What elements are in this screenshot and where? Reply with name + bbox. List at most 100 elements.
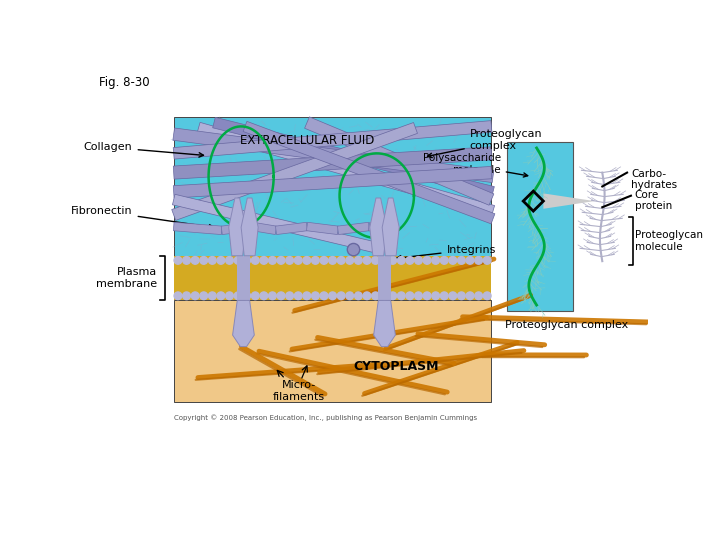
Circle shape (217, 256, 225, 264)
Polygon shape (241, 198, 258, 256)
Circle shape (260, 292, 268, 300)
Circle shape (234, 256, 242, 264)
Circle shape (209, 256, 216, 264)
Circle shape (225, 292, 233, 300)
Text: Proteoglycan complex: Proteoglycan complex (505, 320, 628, 330)
Circle shape (329, 256, 336, 264)
Circle shape (483, 256, 491, 264)
Circle shape (441, 292, 448, 300)
Text: Collagen: Collagen (84, 142, 204, 157)
Polygon shape (174, 256, 492, 300)
Circle shape (389, 256, 397, 264)
Polygon shape (276, 222, 307, 234)
Polygon shape (172, 123, 418, 220)
Polygon shape (507, 142, 573, 311)
Circle shape (347, 244, 360, 256)
Text: Proteoglycan
complex: Proteoglycan complex (428, 130, 542, 158)
Circle shape (251, 256, 259, 264)
Circle shape (174, 292, 182, 300)
Text: Plasma
membrane: Plasma membrane (96, 267, 158, 289)
Circle shape (354, 256, 362, 264)
Circle shape (483, 292, 491, 300)
Circle shape (449, 292, 456, 300)
Text: EXTRACELLULAR FLUID: EXTRACELLULAR FLUID (240, 134, 374, 147)
Text: Fig. 8-30: Fig. 8-30 (99, 76, 150, 89)
Circle shape (423, 256, 431, 264)
Polygon shape (221, 222, 253, 234)
Circle shape (251, 292, 259, 300)
Text: Proteoglycan
molecule: Proteoglycan molecule (635, 231, 703, 252)
Circle shape (277, 292, 285, 300)
Circle shape (192, 292, 199, 300)
Circle shape (294, 292, 302, 300)
Circle shape (372, 292, 379, 300)
Circle shape (269, 256, 276, 264)
Polygon shape (378, 256, 391, 300)
Circle shape (312, 256, 319, 264)
Circle shape (457, 292, 465, 300)
Text: Core
protein: Core protein (635, 190, 672, 211)
Circle shape (243, 292, 251, 300)
Circle shape (294, 256, 302, 264)
Circle shape (415, 292, 423, 300)
Polygon shape (174, 300, 492, 402)
Circle shape (372, 256, 379, 264)
Circle shape (432, 256, 439, 264)
Circle shape (183, 292, 190, 300)
Polygon shape (544, 193, 595, 209)
Circle shape (192, 256, 199, 264)
Circle shape (337, 292, 345, 300)
Circle shape (415, 256, 423, 264)
Polygon shape (229, 198, 246, 256)
Circle shape (269, 292, 276, 300)
Circle shape (303, 292, 311, 300)
Circle shape (346, 256, 354, 264)
Polygon shape (382, 198, 399, 256)
Circle shape (209, 292, 216, 300)
Circle shape (312, 292, 319, 300)
Circle shape (243, 256, 251, 264)
Circle shape (423, 292, 431, 300)
Circle shape (457, 256, 465, 264)
Circle shape (277, 256, 285, 264)
Text: CYTOPLASM: CYTOPLASM (354, 360, 439, 373)
Circle shape (474, 256, 482, 264)
Polygon shape (173, 128, 494, 183)
Circle shape (260, 256, 268, 264)
Polygon shape (370, 198, 387, 256)
Circle shape (406, 292, 414, 300)
Circle shape (286, 292, 294, 300)
Circle shape (320, 256, 328, 264)
Circle shape (354, 292, 362, 300)
Polygon shape (374, 300, 395, 347)
Circle shape (406, 256, 414, 264)
Polygon shape (338, 222, 369, 234)
Circle shape (380, 292, 388, 300)
Circle shape (363, 292, 371, 300)
Polygon shape (252, 222, 276, 234)
Circle shape (449, 256, 456, 264)
Polygon shape (238, 256, 250, 300)
Text: Integrins: Integrins (397, 245, 496, 260)
Polygon shape (174, 117, 492, 256)
Polygon shape (174, 166, 492, 198)
Circle shape (329, 292, 336, 300)
Circle shape (183, 256, 190, 264)
Polygon shape (174, 120, 492, 159)
Circle shape (174, 256, 182, 264)
Circle shape (303, 256, 311, 264)
Circle shape (389, 292, 397, 300)
Text: Carbo-
hydrates: Carbo- hydrates (631, 168, 677, 191)
Circle shape (217, 292, 225, 300)
Text: Polysaccharide
molecule: Polysaccharide molecule (423, 153, 528, 177)
Circle shape (441, 256, 448, 264)
Polygon shape (174, 222, 222, 234)
Circle shape (466, 256, 474, 264)
Circle shape (432, 292, 439, 300)
Circle shape (320, 292, 328, 300)
Circle shape (286, 256, 294, 264)
Polygon shape (243, 122, 495, 224)
Circle shape (234, 292, 242, 300)
Polygon shape (212, 117, 495, 197)
Circle shape (200, 292, 207, 300)
